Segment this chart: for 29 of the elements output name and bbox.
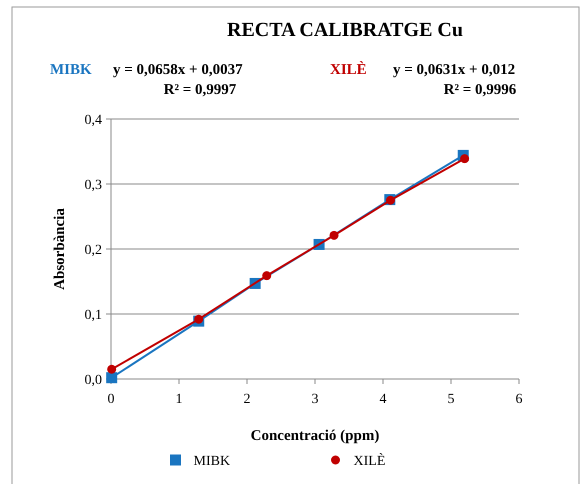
x-tick-label: 0 [108, 392, 114, 407]
y-axis-title: Absorbància [52, 208, 68, 290]
y-tick-label: 0,0 [84, 373, 102, 388]
x-tick-label: 1 [176, 392, 182, 407]
x-tick-label: 4 [380, 392, 386, 407]
y-tick-label: 0,2 [84, 243, 102, 258]
chart-title: RECTA CALIBRATGE Cu [227, 19, 463, 41]
point [330, 230, 339, 240]
x-axis-title: Concentració (ppm) [250, 428, 380, 444]
text: y = 0,0631x + 0,012 [393, 62, 516, 78]
point [107, 364, 116, 374]
x-tick-label: 3 [312, 392, 318, 407]
point [262, 271, 272, 280]
x-tick-label: 6 [516, 392, 522, 407]
y-tick-label: 0,3 [84, 178, 102, 193]
x-tick-label: 5 [448, 392, 454, 407]
text: y = 0,0658x + 0,0037 [113, 62, 244, 78]
x-tick-label: 2 [244, 392, 250, 407]
text: R² = 0,9996 [444, 82, 517, 98]
y-tick-label: 0,4 [84, 113, 102, 128]
text: XILÈ [330, 62, 367, 78]
text: R² = 0,9997 [164, 82, 237, 98]
legend-label: XILÈ [354, 452, 386, 469]
y-tick-label: 0,1 [84, 308, 102, 323]
legend-label: MIBK [194, 454, 230, 469]
point [106, 372, 118, 384]
point [194, 314, 204, 324]
point [460, 154, 470, 164]
text: MIBK [50, 62, 92, 78]
